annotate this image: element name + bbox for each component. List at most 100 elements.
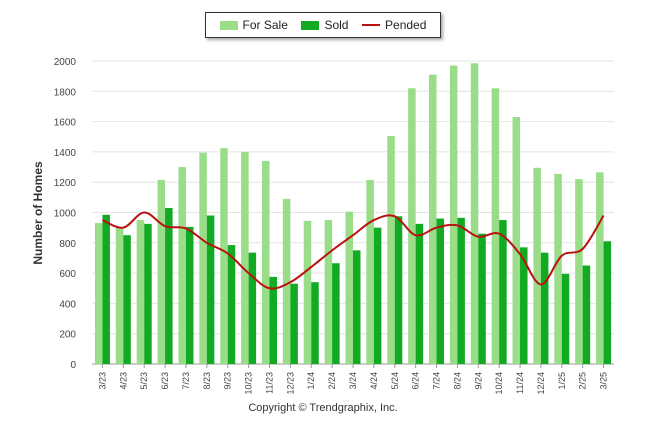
bar-for-sale bbox=[408, 88, 416, 365]
bar-sold bbox=[332, 263, 340, 364]
y-tick-label: 600 bbox=[59, 269, 76, 280]
bar-sold bbox=[520, 247, 528, 364]
x-tick-label: 4/23 bbox=[118, 372, 128, 390]
bar-for-sale bbox=[136, 220, 145, 364]
copyright-text: Copyright © Trendgraphix, Inc. bbox=[248, 402, 398, 414]
bar-sold bbox=[144, 223, 152, 364]
bar-sold bbox=[353, 250, 361, 364]
legend-label-sold: Sold bbox=[324, 18, 349, 32]
bar-for-sale bbox=[449, 65, 458, 365]
x-tick-label: 6/23 bbox=[160, 372, 170, 390]
x-tick-label: 10/24 bbox=[494, 372, 504, 395]
x-tick-label: 4/24 bbox=[369, 372, 379, 390]
bar-sold bbox=[123, 235, 131, 364]
y-tick-label: 1800 bbox=[54, 87, 77, 98]
bar-for-sale bbox=[366, 179, 374, 364]
bar-for-sale bbox=[512, 117, 521, 365]
bar-for-sale bbox=[554, 173, 562, 364]
bar-sold bbox=[290, 283, 298, 364]
x-tick-label: 1/25 bbox=[557, 372, 567, 390]
bar-sold bbox=[499, 220, 507, 364]
y-tick-label: 1400 bbox=[54, 148, 77, 159]
x-tick-label: 9/23 bbox=[223, 372, 233, 390]
legend-swatch-pended bbox=[362, 24, 381, 26]
bar-for-sale bbox=[533, 167, 541, 364]
y-tick-label: 2000 bbox=[54, 57, 77, 68]
x-tick-label: 3/25 bbox=[599, 372, 609, 390]
x-tick-label: 12/23 bbox=[285, 372, 295, 395]
legend: For Sale Sold Pended bbox=[205, 12, 441, 38]
x-tick-label: 7/24 bbox=[432, 372, 442, 390]
bar-for-sale bbox=[429, 74, 437, 364]
bar-for-sale bbox=[324, 220, 333, 364]
bar-sold bbox=[415, 223, 424, 364]
bar-sold bbox=[102, 214, 110, 364]
bar-sold bbox=[165, 207, 173, 364]
bar-sold bbox=[603, 241, 612, 364]
legend-item-for-sale: For Sale bbox=[219, 18, 288, 32]
x-tick-label: 12/24 bbox=[536, 372, 546, 395]
bar-for-sale bbox=[387, 135, 395, 364]
x-tick-label: 6/24 bbox=[411, 372, 421, 390]
bar-sold bbox=[227, 245, 236, 364]
bar-sold bbox=[185, 226, 194, 364]
bar-sold bbox=[561, 273, 570, 364]
bar-for-sale bbox=[303, 220, 312, 364]
legend-label-for-sale: For Sale bbox=[242, 18, 288, 32]
x-tick-label: 5/23 bbox=[139, 372, 149, 390]
y-tick-label: 1000 bbox=[54, 209, 77, 220]
bar-for-sale bbox=[94, 223, 103, 364]
bar-sold bbox=[373, 227, 382, 364]
bar-sold bbox=[394, 216, 403, 364]
x-tick-label: 11/23 bbox=[264, 372, 274, 394]
y-tick-label: 0 bbox=[70, 360, 76, 371]
y-tick-label: 1200 bbox=[54, 178, 77, 189]
x-tick-label: 8/24 bbox=[452, 372, 462, 390]
x-tick-label: 8/23 bbox=[202, 372, 212, 390]
series-line-pended bbox=[102, 211, 605, 290]
bar-sold bbox=[436, 218, 445, 364]
y-tick-label: 800 bbox=[59, 239, 76, 250]
x-tick-label: 11/24 bbox=[515, 372, 525, 394]
x-tick-label: 10/23 bbox=[244, 372, 254, 395]
bar-for-sale bbox=[470, 63, 479, 365]
bar-sold bbox=[540, 252, 549, 364]
bar-for-sale bbox=[282, 198, 291, 364]
y-tick-label: 400 bbox=[59, 299, 76, 310]
bar-for-sale bbox=[178, 167, 186, 364]
bar-for-sale bbox=[345, 211, 353, 364]
bar-sold bbox=[206, 215, 215, 364]
x-tick-label: 1/24 bbox=[306, 372, 316, 390]
bar-for-sale bbox=[115, 227, 124, 364]
bar-for-sale bbox=[261, 160, 270, 364]
bar-sold bbox=[457, 217, 465, 364]
legend-swatch-sold bbox=[301, 20, 320, 30]
bar-for-sale bbox=[491, 88, 500, 365]
bar-for-sale bbox=[220, 148, 228, 364]
legend-swatch-for-sale bbox=[219, 20, 238, 30]
bar-sold bbox=[248, 252, 257, 364]
x-tick-label: 5/24 bbox=[390, 372, 400, 390]
y-tick-label: 1600 bbox=[54, 118, 77, 129]
bar-sold bbox=[478, 233, 486, 364]
y-tick-label: 200 bbox=[59, 330, 76, 341]
x-tick-label: 2/25 bbox=[578, 372, 588, 390]
bar-sold bbox=[269, 276, 277, 364]
x-tick-label: 3/24 bbox=[348, 372, 358, 390]
x-tick-label: 7/23 bbox=[181, 372, 191, 390]
x-tick-label: 9/24 bbox=[473, 372, 483, 390]
legend-label-pended: Pended bbox=[385, 18, 427, 32]
bar-sold bbox=[582, 265, 591, 364]
bar-for-sale bbox=[241, 151, 249, 364]
bar-for-sale bbox=[596, 172, 604, 364]
bar-for-sale bbox=[157, 179, 166, 364]
legend-item-pended: Pended bbox=[362, 18, 426, 32]
legend-item-sold: Sold bbox=[301, 18, 348, 32]
bar-for-sale bbox=[199, 152, 207, 364]
x-tick-label: 3/23 bbox=[97, 372, 107, 390]
bar-for-sale bbox=[575, 179, 583, 364]
y-axis-label: Number of Homes bbox=[31, 161, 45, 265]
x-tick-label: 2/24 bbox=[327, 372, 337, 390]
bar-sold bbox=[311, 282, 319, 364]
